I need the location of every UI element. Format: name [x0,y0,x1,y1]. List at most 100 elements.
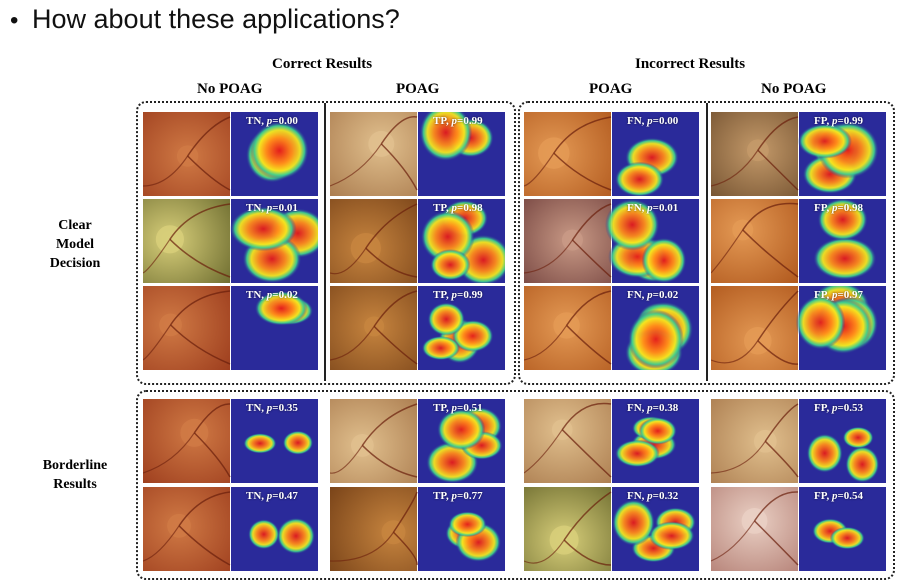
result-cell: TP, p=0.77 [330,487,505,571]
prediction-p-value: 0.99 [463,289,483,301]
blood-vessel [361,403,418,446]
blood-vessel [178,525,231,566]
blood-vessel [561,429,612,478]
blood-vessel [365,203,418,249]
blood-vessel [742,202,799,231]
heatmap-blob [419,112,473,162]
blood-vessel [365,247,418,278]
blood-vessel [571,239,612,278]
prediction-label: TN, p=0.35 [246,402,298,414]
result-cell: TP, p=0.51 [330,399,505,483]
heatmap-blob [254,290,308,326]
result-cell: FP, p=0.99 [711,112,886,196]
prediction-p-value: 0.98 [843,202,863,214]
prediction-p-value: 0.02 [278,289,298,301]
prediction-p-value: 0.98 [463,202,483,214]
heatmap-blob [248,519,280,550]
prediction-class: FN [627,202,642,214]
prediction-p-value: 0.38 [658,402,679,414]
result-cell: FP, p=0.98 [711,199,886,283]
prediction-label: FN, p=0.02 [627,289,678,301]
prediction-p-label: , p= [261,490,279,502]
heatmap-blob [806,433,843,473]
prediction-label: TN, p=0.02 [246,289,298,301]
prediction-p-label: , p= [641,115,659,127]
result-cell: FN, p=0.01 [524,199,699,283]
blood-vessel [193,432,231,478]
prediction-p-value: 0.99 [463,115,483,127]
prediction-p-value: 0.51 [463,402,483,414]
result-cell: TN, p=0.35 [143,399,318,483]
blood-vessel [392,491,418,533]
prediction-class: FP [814,490,827,502]
blood-vessel [169,290,231,326]
heatmap-blob [420,210,475,263]
prediction-p-label: , p= [641,202,659,214]
blood-vessel [553,116,612,154]
blood-vessel [143,155,189,187]
header-correct-results: Correct Results [272,56,373,72]
prediction-class: TN [246,289,262,301]
result-cell: TP, p=0.99 [330,286,505,370]
prediction-p-value: 0.00 [658,115,679,127]
blood-vessel [571,203,612,241]
blood-vessel [566,324,612,365]
prediction-p-label: , p= [261,402,279,414]
prediction-p-label: , p= [641,490,659,502]
prediction-p-label: , p= [261,115,279,127]
prediction-label: FN, p=0.01 [627,202,678,214]
row-label-clear-line2: Model [55,237,95,252]
prediction-label: FN, p=0.32 [627,490,678,502]
result-cell: TP, p=0.99 [330,112,505,196]
result-cell: FN, p=0.38 [524,399,699,483]
prediction-label: TN, p=0.01 [246,202,298,214]
panel-correct-clear [136,101,516,385]
result-cell: FN, p=0.32 [524,487,699,571]
heatmap-blob [250,121,309,180]
prediction-p-label: , p= [261,202,279,214]
prediction-p-label: , p= [826,490,844,502]
result-cell: FP, p=0.53 [711,399,886,483]
prediction-class: TN [246,490,262,502]
bullet-point: • [10,7,19,34]
blood-vessel [186,116,231,157]
prediction-p-label: , p= [826,289,844,301]
heatmap-blob [421,335,460,361]
result-cell: TP, p=0.98 [330,199,505,283]
prediction-p-label: , p= [261,289,279,301]
heatmap-blob [427,302,465,336]
blood-vessel [524,429,563,474]
prediction-p-label: , p= [641,402,659,414]
prediction-class: FN [627,490,642,502]
row-label-clear: Clear Model Decision [15,216,135,273]
blood-vessel [178,491,231,527]
heatmap-blob [638,417,677,445]
prediction-p-value: 0.77 [463,490,483,502]
heatmap-blob [605,199,660,251]
divider-incorrect [706,103,708,381]
prediction-class: TN [246,202,262,214]
row-label-borderline: Borderline Results [15,456,135,494]
heatmap-blob [829,526,865,550]
prediction-class: TP [433,115,447,127]
prediction-p-label: , p= [446,115,464,127]
fundus-image [143,286,230,370]
prediction-label: TP, p=0.99 [433,115,483,127]
prediction-label: TN, p=0.47 [246,490,298,502]
prediction-label: FN, p=0.00 [627,115,678,127]
prediction-p-value: 0.35 [278,402,298,414]
result-cell: FN, p=0.02 [524,286,699,370]
row-label-borderline-line1: Borderline [42,458,108,473]
blood-vessel [193,403,231,434]
prediction-p-label: , p= [826,202,844,214]
blood-vessel [380,143,418,191]
heatmap-blob [813,237,877,280]
prediction-label: FP, p=0.99 [814,115,863,127]
blood-vessel [757,290,799,342]
prediction-p-value: 0.01 [278,202,298,214]
blood-vessel [380,115,418,145]
prediction-label: TP, p=0.51 [433,402,483,414]
blood-vessel [753,520,799,566]
heatmap-blob [612,499,655,546]
panel-borderline [136,390,895,580]
